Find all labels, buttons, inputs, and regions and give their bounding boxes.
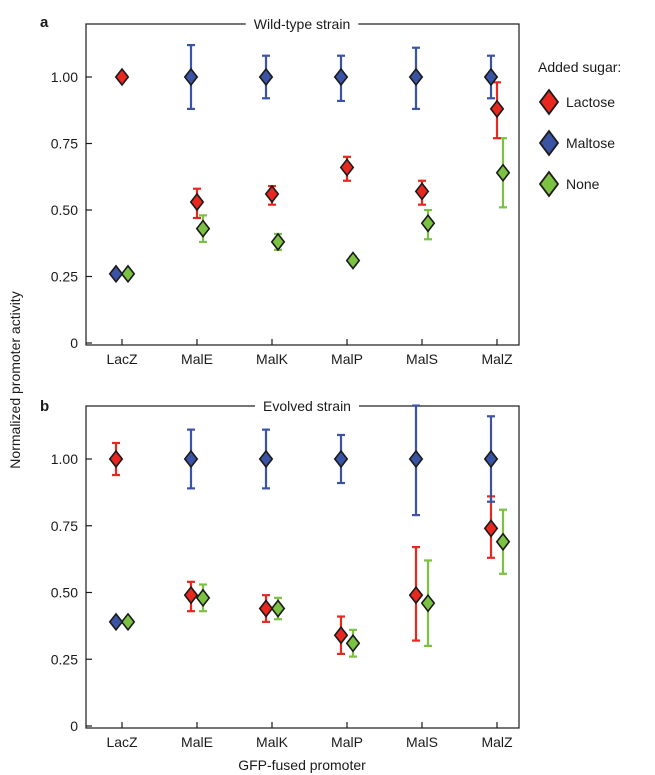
y-tick-label: 0.75: [51, 518, 78, 534]
lactose-point: [483, 519, 499, 538]
none-point: [495, 532, 511, 552]
none-point: [420, 593, 436, 613]
maltose-point: [408, 449, 424, 469]
data-marks: [108, 404, 511, 658]
panel-b: b Evolved strain 0 0.25 0.50 0.75 1.00 LacZ M…: [40, 396, 520, 750]
x-axis: LacZ MalE MalK MalP MalS MalZ: [106, 339, 513, 367]
panel-title: Evolved strain: [263, 398, 351, 414]
x-tick-label: LacZ: [106, 734, 138, 750]
panel-a: a Wild-type strain 0 0.25 0.50 0.75 1.00 Lac…: [40, 14, 520, 367]
lactose-point: [414, 182, 430, 201]
lactose-point: [264, 184, 280, 204]
maltose-point: [108, 264, 124, 284]
none-point: [270, 599, 286, 618]
x-tick-label: MalS: [406, 351, 438, 367]
panel-label: b: [40, 398, 49, 415]
none-point: [345, 633, 361, 653]
y-tick-label: 0: [70, 335, 78, 351]
maltose-point: [258, 67, 274, 87]
panel-title-background: [245, 14, 359, 34]
x-tick-label: MalZ: [481, 351, 513, 367]
none-point: [120, 264, 136, 284]
plot-frame: [85, 405, 520, 729]
lactose-point: [489, 99, 505, 119]
y-axis-title: Normalized promoter activity: [7, 291, 23, 468]
none-legend-marker: [538, 170, 560, 198]
x-tick-label: MalE: [181, 734, 213, 750]
panel-title: Wild-type strain: [254, 16, 350, 32]
data-marks: [108, 43, 511, 284]
plot-frame: [85, 23, 520, 346]
x-tick-label: MalP: [331, 351, 363, 367]
maltose-legend-marker: [538, 129, 560, 157]
none-point: [345, 251, 361, 270]
none-point: [195, 588, 211, 608]
lactose-point: [258, 599, 274, 618]
maltose-point: [333, 67, 349, 87]
maltose-point: [183, 449, 199, 469]
x-tick-label: MalS: [406, 734, 438, 750]
y-tick-label: 0.25: [51, 651, 78, 667]
y-tick-label: 0: [70, 718, 78, 734]
x-tick-label: MalZ: [481, 734, 513, 750]
lactose-point: [408, 585, 424, 605]
maltose-point: [483, 67, 499, 87]
legend-label: Maltose: [566, 135, 615, 151]
lactose-point: [339, 158, 355, 177]
none-point: [120, 612, 136, 632]
legend-title: Added sugar:: [538, 59, 621, 75]
none-point: [270, 232, 286, 252]
y-tick-label: 0.50: [51, 202, 78, 218]
y-axis: 0 0.25 0.50 0.75 1.00: [51, 451, 92, 734]
none-point: [195, 219, 211, 238]
panel-label: a: [40, 14, 49, 31]
y-tick-label: 1.00: [51, 69, 78, 85]
lactose-point: [114, 67, 130, 87]
lactose-point: [333, 625, 349, 645]
lactose-legend-marker: [538, 88, 560, 116]
legend: Added sugar: Lactose Maltose None: [538, 59, 621, 198]
legend-label: Lactose: [566, 94, 615, 110]
none-point: [495, 163, 511, 183]
x-tick-label: MalK: [256, 351, 289, 367]
y-axis: 0 0.25 0.50 0.75 1.00: [51, 69, 92, 351]
x-tick-label: MalE: [181, 351, 213, 367]
maltose-point: [483, 449, 499, 469]
legend-label: None: [566, 176, 600, 192]
panel-title-background: [255, 396, 359, 416]
maltose-point: [258, 449, 274, 469]
lactose-point: [108, 449, 124, 469]
maltose-point: [108, 612, 124, 632]
lactose-point: [183, 585, 199, 605]
y-tick-label: 1.00: [51, 451, 78, 467]
maltose-point: [183, 67, 199, 87]
y-tick-label: 0.75: [51, 136, 78, 152]
x-tick-label: LacZ: [106, 351, 138, 367]
y-tick-label: 0.25: [51, 269, 78, 285]
maltose-point: [408, 67, 424, 87]
x-axis-title: GFP-fused promoter: [238, 757, 366, 773]
lactose-point: [189, 192, 205, 212]
x-tick-label: MalK: [256, 734, 289, 750]
y-tick-label: 0.50: [51, 585, 78, 601]
x-axis: LacZ MalE MalK MalP MalS MalZ: [106, 722, 513, 750]
maltose-point: [333, 449, 349, 469]
x-tick-label: MalP: [331, 734, 363, 750]
none-point: [420, 213, 436, 233]
